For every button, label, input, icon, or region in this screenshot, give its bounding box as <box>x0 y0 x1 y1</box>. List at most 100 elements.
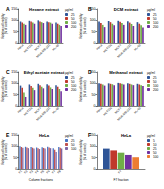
svg-text:100: 100 <box>90 18 96 22</box>
svg-text:HL-60: HL-60 <box>51 43 60 52</box>
svg-text:Hexane extract: Hexane extract <box>29 7 59 12</box>
svg-text:µg/ml: µg/ml <box>65 71 73 75</box>
svg-text:0: 0 <box>15 41 17 45</box>
svg-text:150: 150 <box>11 133 17 137</box>
svg-text:200: 200 <box>71 88 77 92</box>
svg-text:(% of control): (% of control) <box>82 144 86 161</box>
svg-text:150: 150 <box>11 70 17 74</box>
svg-text:MCF7: MCF7 <box>33 106 43 115</box>
svg-text:0: 0 <box>15 167 17 171</box>
svg-text:50: 50 <box>13 93 17 97</box>
svg-text:F7: F7 <box>117 169 123 175</box>
svg-text:100: 100 <box>11 81 17 85</box>
svg-text:HCT116: HCT116 <box>102 43 113 54</box>
svg-text:100: 100 <box>11 144 17 148</box>
svg-text:25: 25 <box>153 13 157 17</box>
svg-text:Column fractions: Column fractions <box>29 178 53 182</box>
svg-text:HCT116: HCT116 <box>23 43 34 54</box>
svg-text:MCF7: MCF7 <box>33 43 43 52</box>
svg-text:F: F <box>88 132 91 138</box>
svg-text:(% of control): (% of control) <box>4 81 8 98</box>
svg-text:50: 50 <box>92 93 96 97</box>
svg-text:(% of control): (% of control) <box>4 144 8 161</box>
svg-text:Methanol extract: Methanol extract <box>109 70 143 75</box>
svg-text:HeLa: HeLa <box>39 133 50 138</box>
svg-text:100: 100 <box>153 84 159 88</box>
svg-text:F2: F2 <box>23 169 29 175</box>
svg-text:150: 150 <box>11 7 17 11</box>
svg-text:MDA-MB-231: MDA-MB-231 <box>116 43 132 59</box>
svg-text:B: B <box>88 6 92 12</box>
svg-text:F7: F7 <box>50 169 57 175</box>
svg-text:50: 50 <box>92 30 96 34</box>
svg-text:HCT116: HCT116 <box>102 106 113 117</box>
svg-text:50: 50 <box>153 80 157 84</box>
svg-text:F1: F1 <box>17 169 23 175</box>
svg-text:HeLa: HeLa <box>121 133 132 138</box>
svg-text:(% of control): (% of control) <box>4 18 8 35</box>
svg-text:25: 25 <box>71 76 75 80</box>
svg-text:100: 100 <box>90 144 96 148</box>
svg-text:MCF7: MCF7 <box>113 43 123 52</box>
svg-text:HL-60: HL-60 <box>133 106 142 115</box>
svg-text:0: 0 <box>94 167 96 171</box>
svg-text:D: D <box>88 69 92 75</box>
svg-text:A: A <box>6 6 10 12</box>
svg-text:HeLa: HeLa <box>95 106 104 114</box>
svg-text:50: 50 <box>153 17 157 21</box>
svg-text:HeLa: HeLa <box>16 106 25 114</box>
svg-text:50: 50 <box>153 151 157 155</box>
svg-text:25: 25 <box>71 13 75 17</box>
svg-text:200: 200 <box>153 25 159 29</box>
svg-text:µg/ml: µg/ml <box>147 8 155 12</box>
svg-text:50: 50 <box>92 156 96 160</box>
svg-text:F3: F3 <box>28 169 34 175</box>
svg-text:50: 50 <box>13 30 17 34</box>
svg-text:HL-60: HL-60 <box>133 43 142 52</box>
svg-text:100: 100 <box>11 18 17 22</box>
svg-text:F8: F8 <box>56 169 62 175</box>
svg-text:100: 100 <box>71 147 77 151</box>
svg-text:0: 0 <box>94 41 96 45</box>
svg-text:50: 50 <box>13 156 17 160</box>
svg-text:MCF7: MCF7 <box>113 106 123 115</box>
svg-text:MDA-MB-231: MDA-MB-231 <box>116 106 132 122</box>
svg-text:25: 25 <box>71 139 75 143</box>
svg-text:µg/ml: µg/ml <box>147 71 155 75</box>
svg-text:100: 100 <box>153 155 159 159</box>
svg-text:100: 100 <box>153 21 159 25</box>
svg-text:F7 fraction: F7 fraction <box>113 178 128 182</box>
svg-text:MDA-MB-231: MDA-MB-231 <box>35 106 51 122</box>
svg-text:25: 25 <box>153 76 157 80</box>
svg-text:(% of control): (% of control) <box>82 18 86 35</box>
svg-text:µg/ml: µg/ml <box>65 134 73 138</box>
svg-text:F4: F4 <box>34 169 40 175</box>
svg-text:200: 200 <box>71 25 77 29</box>
svg-text:0: 0 <box>94 104 96 108</box>
svg-text:F6: F6 <box>45 169 51 175</box>
svg-text:100: 100 <box>90 81 96 85</box>
svg-text:0: 0 <box>15 104 17 108</box>
svg-text:50: 50 <box>71 17 75 21</box>
svg-text:E: E <box>6 132 10 138</box>
svg-text:Ethyl acetate extract: Ethyl acetate extract <box>24 70 65 75</box>
svg-text:HeLa: HeLa <box>16 43 25 51</box>
svg-text:50: 50 <box>71 143 75 147</box>
svg-text:MDA-MB-231: MDA-MB-231 <box>35 43 51 59</box>
svg-text:F5: F5 <box>39 169 45 175</box>
svg-text:100: 100 <box>71 84 77 88</box>
svg-text:50: 50 <box>71 80 75 84</box>
svg-text:100: 100 <box>71 21 77 25</box>
svg-text:HCT116: HCT116 <box>23 106 34 117</box>
svg-text:200: 200 <box>153 88 159 92</box>
svg-text:µg/ml: µg/ml <box>147 134 155 138</box>
svg-text:(% of control): (% of control) <box>82 81 86 98</box>
svg-text:25: 25 <box>153 147 157 151</box>
svg-text:C: C <box>6 69 10 75</box>
svg-text:HL-60: HL-60 <box>51 106 60 115</box>
svg-text:µg/ml: µg/ml <box>65 8 73 12</box>
svg-text:HeLa: HeLa <box>95 43 104 51</box>
svg-text:5: 5 <box>153 139 155 143</box>
svg-text:DCM extract: DCM extract <box>114 7 139 12</box>
svg-text:10: 10 <box>153 143 157 147</box>
